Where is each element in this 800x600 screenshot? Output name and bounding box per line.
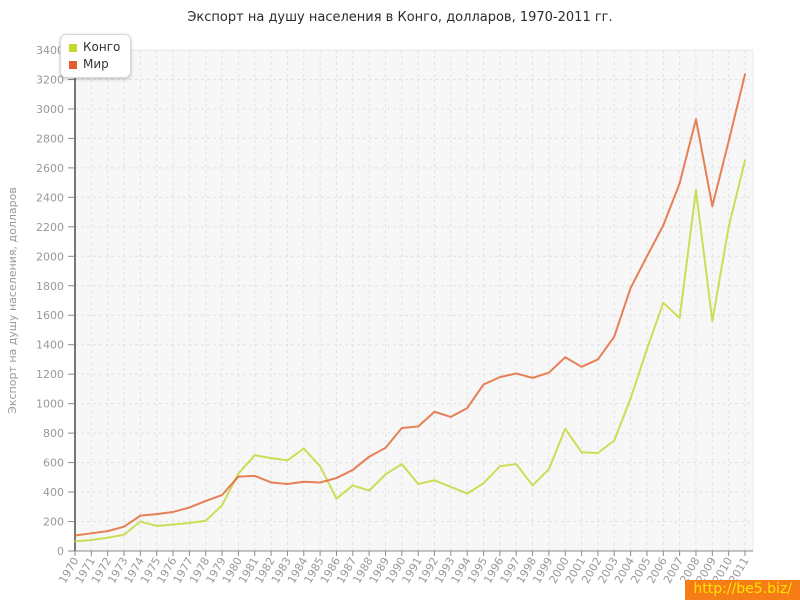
y-tick-label: 400 <box>43 486 64 499</box>
y-axis-title: Экспорт на душу населения, долларов <box>6 187 19 414</box>
legend-item-kongo[interactable]: Конго <box>69 40 120 55</box>
watermark-link[interactable]: http://be5.biz/ <box>685 580 800 600</box>
y-tick-label: 0 <box>57 545 64 558</box>
y-tick-label: 3200 <box>36 73 64 86</box>
y-tick-label: 2600 <box>36 162 64 175</box>
y-tick-label: 1600 <box>36 309 64 322</box>
y-tick-label: 2200 <box>36 221 64 234</box>
y-tick-label: 1000 <box>36 398 64 411</box>
y-tick-label: 2000 <box>36 250 64 263</box>
y-tick-label: 800 <box>43 427 64 440</box>
y-tick-label: 600 <box>43 457 64 470</box>
y-tick-label: 1400 <box>36 339 64 352</box>
series-line-конго <box>74 159 746 543</box>
chart-title: Экспорт на душу населения в Конго, долла… <box>187 10 613 25</box>
y-tick-label: 1800 <box>36 280 64 293</box>
series-line-мир <box>74 73 746 537</box>
legend-item-mir[interactable]: Мир <box>69 57 120 72</box>
legend-marker-kongo-icon <box>69 43 77 52</box>
legend: Конго Мир <box>60 34 132 78</box>
plot-area <box>74 49 754 552</box>
y-tick-label: 1200 <box>36 368 64 381</box>
y-tick-label: 200 <box>43 516 64 529</box>
y-tick-label: 3000 <box>36 103 64 116</box>
legend-label-mir: Мир <box>83 57 109 71</box>
y-tick-label: 3400 <box>36 44 64 57</box>
legend-label-kongo: Конго <box>83 40 121 54</box>
y-tick-label: 2400 <box>36 191 64 204</box>
legend-marker-mir-icon <box>69 60 77 69</box>
y-tick-label: 2800 <box>36 132 64 145</box>
